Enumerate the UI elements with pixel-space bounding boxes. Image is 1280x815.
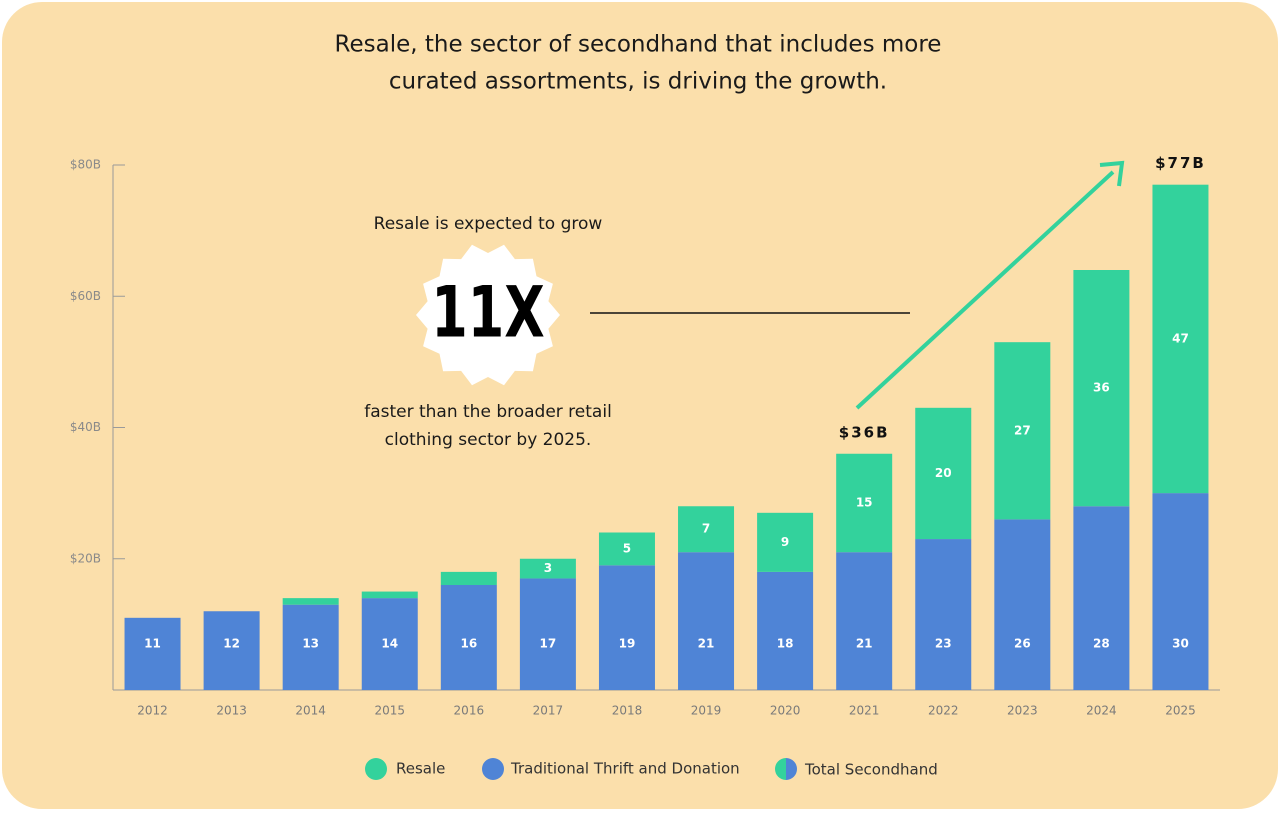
callout-intro: Resale is expected to grow [374,214,603,234]
data-label: 13 [302,637,319,651]
legend-label: Traditional Thrift and Donation [510,760,740,778]
bar-segment [1073,506,1130,690]
bar-segment [361,591,418,599]
data-label: 47 [1172,331,1189,345]
data-label: 12 [223,637,240,651]
bar-segment [361,598,418,690]
bar-segment [598,532,655,566]
y-tick-label: $80B [70,158,101,172]
data-label: 21 [698,637,715,651]
legend-swatch [786,758,797,780]
legend-swatch [365,758,387,780]
x-tick-label: 2019 [691,704,722,718]
bar-segment [678,552,735,690]
bar-segment [915,407,972,540]
callout-outro: clothing sector by 2025. [385,430,592,450]
badge [416,244,560,386]
data-label: 17 [540,637,557,651]
bar-segment [440,585,497,690]
bar-segment [994,342,1051,520]
bar-segment [282,604,339,690]
total-annotation: $77B [1155,154,1206,172]
bar-segment [598,565,655,690]
x-tick-label: 2020 [770,704,801,718]
bar-segment [440,571,497,585]
data-label: 3 [544,561,552,575]
x-tick-label: 2024 [1086,704,1117,718]
chart-title: Resale, the sector of secondhand that in… [335,32,942,58]
bar-segment [678,506,735,553]
bar-segment [915,539,972,690]
data-label: 20 [935,466,952,480]
x-tick-label: 2017 [533,704,564,718]
bar-segment [519,578,576,690]
data-label: 7 [702,522,710,536]
bar-segment [124,617,181,690]
data-label: 36 [1093,381,1110,395]
data-label: 11 [144,637,161,651]
bar-segment [994,519,1051,690]
data-label: 21 [856,637,873,651]
legend-swatch [482,758,504,780]
legend-swatch [775,758,786,780]
growth-arrow [855,170,1115,410]
bar-segment [836,453,893,553]
x-tick-label: 2018 [612,704,643,718]
data-label: 26 [1014,637,1031,651]
bar-segment [757,571,814,690]
callout-figure: 11X [431,272,545,353]
data-label: 27 [1014,423,1031,437]
bar-segment [1152,184,1209,494]
bar-segment [836,552,893,690]
x-tick-label: 2015 [374,704,405,718]
y-tick-label: $20B [70,551,101,565]
data-label: 9 [781,535,789,549]
data-label: 18 [777,637,794,651]
legend-label: Total Secondhand [804,761,938,779]
data-label: 30 [1172,637,1189,651]
bar-segment [1073,270,1130,507]
growth-arrowhead [1099,160,1125,187]
bar-segment [1152,493,1209,690]
x-tick-label: 2013 [216,704,247,718]
data-label: 14 [381,637,398,651]
x-tick-label: 2014 [295,704,326,718]
data-label: 19 [619,637,636,651]
legend-label: Resale [396,760,445,778]
bar-segment [282,598,339,605]
x-tick-label: 2021 [849,704,880,718]
bar-segment [203,611,260,690]
x-tick-label: 2025 [1165,704,1196,718]
callout-outro: faster than the broader retail [364,402,612,422]
total-annotation: $36B [839,423,890,441]
x-tick-label: 2012 [137,704,168,718]
chart-title: curated assortments, is driving the grow… [389,69,887,95]
data-label: 5 [623,541,631,555]
x-tick-label: 2016 [454,704,485,718]
y-tick-label: $60B [70,289,101,303]
bar-segment [519,558,576,579]
x-tick-label: 2022 [928,704,959,718]
data-label: 15 [856,495,873,509]
x-tick-label: 2023 [1007,704,1038,718]
bar-segment [757,512,814,572]
data-label: 16 [460,637,477,651]
data-label: 28 [1093,637,1110,651]
y-tick-label: $40B [70,420,101,434]
data-label: 23 [935,637,952,651]
